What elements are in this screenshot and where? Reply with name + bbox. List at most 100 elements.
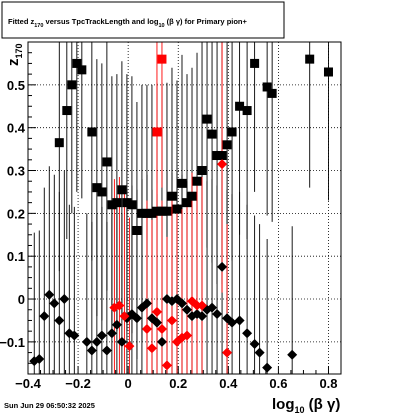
title-sub1: 170 <box>34 23 43 29</box>
data-point-2-36 <box>217 261 228 272</box>
title-box-frame <box>1 1 285 39</box>
data-point-0-20 <box>162 206 172 216</box>
data-point-0-9 <box>107 200 117 210</box>
data-point-0-17 <box>147 208 157 218</box>
x-tick-label-1: −0.2 <box>65 376 91 391</box>
y-tick-label-6: 0.5 <box>7 78 25 93</box>
x-tick-label-5: 0.6 <box>269 376 287 391</box>
data-point-2-29 <box>182 304 193 315</box>
data-point-3-9 <box>166 315 177 326</box>
data-point-3-6 <box>151 306 162 317</box>
data-point-0-27 <box>197 166 207 176</box>
data-point-2-39 <box>234 315 245 326</box>
plot-frame <box>27 41 342 375</box>
y-tick-label-2: 0.1 <box>7 249 25 264</box>
data-point-0-39 <box>305 54 315 64</box>
data-point-2-4 <box>49 298 60 309</box>
data-point-0-8 <box>102 157 112 167</box>
data-point-0-32 <box>222 140 232 150</box>
data-point-0-16 <box>142 208 152 218</box>
x-axis-label-rest: (β γ) <box>305 396 341 413</box>
data-point-2-43 <box>262 362 273 373</box>
data-point-0-15 <box>137 208 147 218</box>
data-point-0-1 <box>62 106 72 116</box>
data-point-0-10 <box>112 198 122 208</box>
data-point-0-18 <box>152 206 162 216</box>
data-point-0-4 <box>77 65 87 75</box>
data-point-2-44 <box>287 349 298 360</box>
data-point-3-4 <box>141 324 152 335</box>
data-point-0-36 <box>250 58 260 68</box>
x-tick-label-3: 0.2 <box>169 376 187 391</box>
y-axis-label-sub: 170 <box>14 43 24 58</box>
data-point-3-8 <box>161 360 172 371</box>
x-axis-label-main: log <box>272 396 295 413</box>
axes <box>27 41 342 375</box>
data-point-2-42 <box>254 347 265 358</box>
y-tick-label-3: 0.2 <box>7 206 25 221</box>
data-point-3-3 <box>124 341 135 352</box>
data-point-0-28 <box>202 114 212 124</box>
data-point-0-30 <box>212 151 222 161</box>
markers <box>29 54 333 373</box>
data-point-2-16 <box>116 336 127 347</box>
title-box: Fitted z170 versus TpcTrackLength and lo… <box>1 1 285 39</box>
data-point-2-2 <box>39 311 50 322</box>
title-prefix: Fitted z <box>8 17 34 26</box>
data-point-3-16 <box>217 159 228 170</box>
y-tick-label-1: 0 <box>18 292 25 307</box>
data-point-2-3 <box>44 289 55 300</box>
data-point-0-19 <box>157 206 167 216</box>
data-point-0-5 <box>87 127 97 137</box>
data-point-2-19 <box>131 313 142 324</box>
data-point-0-2 <box>67 80 77 90</box>
data-point-2-35 <box>212 309 223 320</box>
footer-timestamp: Sun Jun 29 06:50:32 2025 <box>4 401 95 410</box>
tick-labels: −0.4 −0.2 0 0.2 0.4 0.6 0.8 −0.1 0 0.1 0.2 0.3 0.4 0.… <box>0 78 338 391</box>
title-suffix: (β γ) for Primary pion+ <box>165 17 248 26</box>
data-point-2-10 <box>86 345 97 356</box>
data-point-3-12 <box>182 330 193 341</box>
data-point-2-12 <box>96 330 107 341</box>
data-point-0-26 <box>192 176 202 186</box>
data-point-0-14 <box>132 225 142 235</box>
data-point-3-2 <box>119 311 130 322</box>
data-point-3-1 <box>114 300 125 311</box>
data-point-2-15 <box>111 319 122 330</box>
x-tick-label-4: 0.4 <box>219 376 238 391</box>
data-point-2-28 <box>176 298 187 309</box>
data-point-0-33 <box>227 127 237 137</box>
error-bars <box>33 42 329 374</box>
y-tick-label-5: 0.4 <box>7 121 26 136</box>
data-point-0-0 <box>54 138 64 148</box>
x-tick-label-0: −0.4 <box>15 376 41 391</box>
data-point-0-11 <box>117 185 127 195</box>
data-point-0-35 <box>242 106 252 116</box>
data-point-0-13 <box>127 200 137 210</box>
data-point-2-41 <box>249 339 260 350</box>
data-point-3-17 <box>222 347 233 358</box>
data-point-2-5 <box>54 315 65 326</box>
data-point-0-25 <box>187 191 197 201</box>
data-point-0-6 <box>92 183 102 193</box>
y-tick-label-4: 0.3 <box>7 164 25 179</box>
data-point-2-1 <box>34 354 45 365</box>
grid <box>27 42 341 374</box>
data-point-2-6 <box>59 294 70 305</box>
data-point-0-22 <box>172 204 182 214</box>
data-point-3-14 <box>192 300 203 311</box>
data-point-0-3 <box>72 58 82 68</box>
data-point-0-21 <box>167 191 177 201</box>
data-point-0-7 <box>97 187 107 197</box>
x-tick-label-2: 0 <box>125 376 132 391</box>
y-axis-label: z170 <box>5 43 24 66</box>
data-point-2-9 <box>81 336 92 347</box>
data-point-3-15 <box>197 300 208 311</box>
data-point-2-32 <box>197 311 208 322</box>
data-point-2-34 <box>207 302 218 313</box>
data-point-0-37 <box>262 82 272 92</box>
title-sub2: 10 <box>158 23 164 29</box>
x-tick-label-6: 0.8 <box>319 376 337 391</box>
data-point-2-8 <box>69 330 80 341</box>
title-middle: versus TpcTrackLength and log <box>43 17 158 26</box>
